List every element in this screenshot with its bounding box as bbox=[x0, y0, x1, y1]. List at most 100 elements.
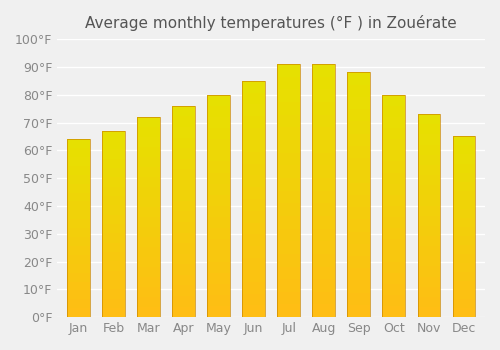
Bar bbox=[312, 127, 335, 140]
Bar bbox=[382, 161, 405, 173]
Bar bbox=[207, 250, 230, 261]
Bar bbox=[172, 222, 195, 233]
Bar bbox=[348, 280, 370, 293]
Bar bbox=[172, 138, 195, 148]
Bar bbox=[102, 243, 124, 252]
Bar bbox=[382, 139, 405, 150]
Bar bbox=[137, 257, 160, 267]
Bar bbox=[137, 147, 160, 157]
Bar bbox=[418, 124, 440, 134]
Bar bbox=[242, 246, 265, 258]
Bar bbox=[418, 287, 440, 297]
Bar bbox=[278, 64, 300, 317]
Bar bbox=[312, 153, 335, 165]
Bar bbox=[312, 115, 335, 127]
Bar bbox=[452, 182, 475, 191]
Bar bbox=[67, 299, 90, 308]
Bar bbox=[242, 152, 265, 163]
Bar bbox=[102, 252, 124, 261]
Bar bbox=[312, 140, 335, 153]
Bar bbox=[67, 290, 90, 299]
Bar bbox=[207, 150, 230, 161]
Bar bbox=[242, 223, 265, 234]
Bar bbox=[418, 114, 440, 124]
Bar bbox=[102, 215, 124, 224]
Bar bbox=[137, 287, 160, 297]
Bar bbox=[348, 219, 370, 231]
Bar bbox=[242, 175, 265, 187]
Bar bbox=[382, 184, 405, 195]
Bar bbox=[242, 93, 265, 104]
Bar bbox=[418, 266, 440, 277]
Bar bbox=[137, 157, 160, 167]
Bar bbox=[102, 271, 124, 280]
Bar bbox=[102, 261, 124, 271]
Bar bbox=[278, 241, 300, 254]
Bar bbox=[137, 127, 160, 137]
Bar bbox=[348, 231, 370, 244]
Bar bbox=[312, 267, 335, 279]
Bar bbox=[348, 109, 370, 121]
Bar bbox=[172, 286, 195, 296]
Bar bbox=[67, 175, 90, 184]
Bar bbox=[102, 280, 124, 289]
Bar bbox=[172, 201, 195, 211]
Bar bbox=[312, 191, 335, 203]
Bar bbox=[278, 203, 300, 216]
Bar bbox=[382, 228, 405, 239]
Bar bbox=[207, 139, 230, 150]
Bar bbox=[137, 217, 160, 227]
Bar bbox=[382, 95, 405, 317]
Bar bbox=[137, 197, 160, 207]
Bar bbox=[418, 297, 440, 307]
Bar bbox=[452, 245, 475, 254]
Bar bbox=[278, 140, 300, 153]
Bar bbox=[278, 77, 300, 90]
Bar bbox=[452, 199, 475, 209]
Bar bbox=[278, 90, 300, 102]
Bar bbox=[207, 128, 230, 139]
Bar bbox=[172, 159, 195, 169]
Bar bbox=[172, 264, 195, 275]
Bar bbox=[452, 227, 475, 236]
Bar bbox=[418, 205, 440, 216]
Bar bbox=[418, 246, 440, 256]
Bar bbox=[67, 193, 90, 202]
Bar bbox=[137, 267, 160, 277]
Bar bbox=[452, 209, 475, 218]
Bar bbox=[137, 117, 160, 317]
Bar bbox=[452, 136, 475, 317]
Bar bbox=[312, 292, 335, 304]
Bar bbox=[137, 297, 160, 307]
Bar bbox=[278, 254, 300, 267]
Bar bbox=[172, 307, 195, 317]
Bar bbox=[102, 131, 124, 140]
Bar bbox=[312, 64, 335, 77]
Bar bbox=[207, 161, 230, 173]
Bar bbox=[102, 177, 124, 187]
Bar bbox=[67, 202, 90, 210]
Bar bbox=[67, 184, 90, 192]
Bar bbox=[242, 305, 265, 317]
Bar bbox=[278, 165, 300, 178]
Bar bbox=[172, 243, 195, 254]
Bar bbox=[382, 128, 405, 139]
Bar bbox=[278, 102, 300, 115]
Bar bbox=[278, 191, 300, 203]
Bar bbox=[137, 137, 160, 147]
Bar bbox=[207, 284, 230, 295]
Bar bbox=[418, 175, 440, 185]
Bar bbox=[278, 153, 300, 165]
Bar bbox=[348, 121, 370, 134]
Bar bbox=[278, 216, 300, 229]
Bar bbox=[312, 216, 335, 229]
Bar bbox=[207, 228, 230, 239]
Bar bbox=[207, 217, 230, 228]
Bar bbox=[382, 117, 405, 128]
Bar bbox=[207, 117, 230, 128]
Bar bbox=[102, 299, 124, 308]
Bar bbox=[67, 264, 90, 273]
Bar bbox=[172, 275, 195, 286]
Bar bbox=[207, 206, 230, 217]
Bar bbox=[312, 77, 335, 90]
